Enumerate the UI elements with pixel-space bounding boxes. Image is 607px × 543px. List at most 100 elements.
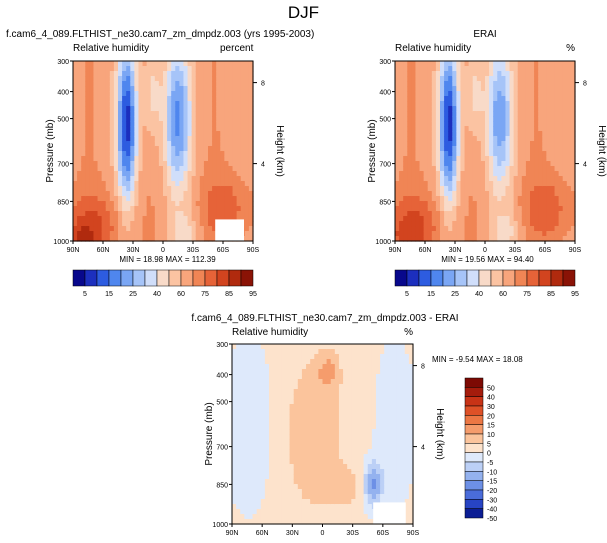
panel2-xtick: 60S [539,247,552,254]
colorbar3-label: -30 [487,497,497,504]
panel3-ytick: 850 [216,482,228,489]
colorbar2-label: 60 [499,291,507,298]
panel1-mask [215,219,244,241]
panel1-xtick: 60N [97,247,110,254]
panel1-units-label: percent [220,43,254,54]
colorbar1-label: 40 [153,291,161,298]
panel3-mask [373,502,406,524]
colorbar3-swatch [464,489,484,500]
colorbar2-label: 40 [475,291,483,298]
colorbar3-label: -20 [487,488,497,495]
panel3-y2label: Height (km) [434,408,445,460]
panel3-xtick: 60N [256,530,269,537]
panel1-field [73,61,254,242]
panel2-xtick: 30S [509,247,522,254]
colorbar3-swatch [464,415,484,425]
colorbar1-swatch [192,269,206,287]
panel3-xtick: 90N [226,530,239,537]
colorbar1-swatch [156,269,170,287]
panel3-stats: MIN = -9.54 MAX = 18.08 [432,355,523,364]
colorbar2-label: 25 [451,291,459,298]
panel2-ytick: 500 [379,117,391,124]
colorbar1-label: 25 [129,291,137,298]
colorbar3-label: -10 [487,469,497,476]
panel3-title: f.cam6_4_089.FLTHIST_ne30.cam7_zm_dmpdz.… [191,313,459,324]
colorbar1-label: 15 [105,291,113,298]
colorbar2-swatch [478,269,492,287]
panel1-ytick: 300 [57,59,69,66]
panel2-field [395,61,576,242]
panel3-ytick: 700 [216,445,228,452]
colorbar1-swatch [240,269,254,287]
panel3-ytick: 500 [216,400,228,407]
panel3-units-label: % [404,327,413,338]
panel3-ytick: 400 [216,373,228,380]
panel2-ytick: 1000 [375,239,391,246]
panel2-xtick: 30N [449,247,462,254]
colorbar3-swatch [464,377,484,388]
panel2-xtick: 0 [483,247,487,254]
panel2-title: ERAI [473,29,497,40]
panel3-xtick: 90S [407,530,420,537]
panel1-xtick: 30N [127,247,140,254]
colorbar2-swatch [418,269,432,287]
colorbar3-label: 15 [487,423,495,430]
panel1-ytick: 400 [57,90,69,97]
colorbar2-label: 85 [547,291,555,298]
panel1-y2tick: 4 [261,162,265,169]
panel1-y2label: Height (km) [274,125,285,177]
colorbar1-label: 95 [249,291,257,298]
colorbar3-label: 50 [487,385,495,392]
colorbar3-label: -50 [487,516,497,523]
colorbar3-label: 0 [487,451,491,458]
panel2-stats: MIN = 19.56 MAX = 94.40 [441,255,534,264]
colorbar3-swatch [464,461,484,472]
colorbar1-label: 60 [177,291,185,298]
panel1-stats: MIN = 18.98 MAX = 112.39 [119,255,216,264]
colorbar1-swatch [132,269,146,287]
colorbar2-swatch [466,269,480,287]
colorbar2-swatch [442,269,456,287]
panel1-xtick: 60S [217,247,230,254]
colorbar2-swatch [538,269,552,287]
colorbar2-swatch [514,269,528,287]
figure-title: DJF [287,3,320,22]
panel1-xtick: 30S [187,247,200,254]
panel3-y2tick: 8 [421,364,425,371]
panel2-xtick: 60N [419,247,432,254]
colorbar1-swatch [120,269,134,287]
colorbar1-label: 5 [83,291,87,298]
colorbar2-swatch [406,269,420,287]
colorbar2-swatch [562,269,576,287]
panel3-y2tick: 4 [421,445,425,452]
colorbar3-label: 40 [487,395,495,402]
panel3-ylabel: Pressure (mb) [204,402,215,465]
colorbar3-label: -5 [487,460,493,467]
colorbar2-swatch [430,269,444,287]
panel1-ytick: 850 [57,199,69,206]
panel2-ylabel: Pressure (mb) [367,119,378,182]
colorbar1-swatch [108,269,122,287]
panel2-y2tick: 8 [583,81,587,88]
colorbar3-label: -40 [487,507,497,514]
colorbar2-swatch [394,269,408,287]
colorbar1-swatch [96,269,110,287]
panel1-title: f.cam6_4_089.FLTHIST_ne30.cam7_zm_dmpdz.… [6,29,315,40]
colorbar2-swatch [454,269,468,287]
colorbar3-swatch [464,443,484,453]
panel3-left-label: Relative humidity [232,327,309,338]
colorbar3-label: 30 [487,404,495,411]
panel1-ytick: 500 [57,117,69,124]
colorbar3-swatch [464,396,484,407]
colorbar2-swatch [502,269,516,287]
colorbar2-label: 95 [571,291,579,298]
panel2-ytick: 700 [379,162,391,169]
colorbar1-swatch [72,269,86,287]
panel1-ytick: 1000 [53,239,69,246]
panel1-left-label: Relative humidity [73,43,150,54]
panel2-ytick: 300 [379,59,391,66]
colorbar3-swatch [464,433,484,444]
colorbar1-label: 85 [225,291,233,298]
panel3-ytick: 1000 [212,522,228,529]
